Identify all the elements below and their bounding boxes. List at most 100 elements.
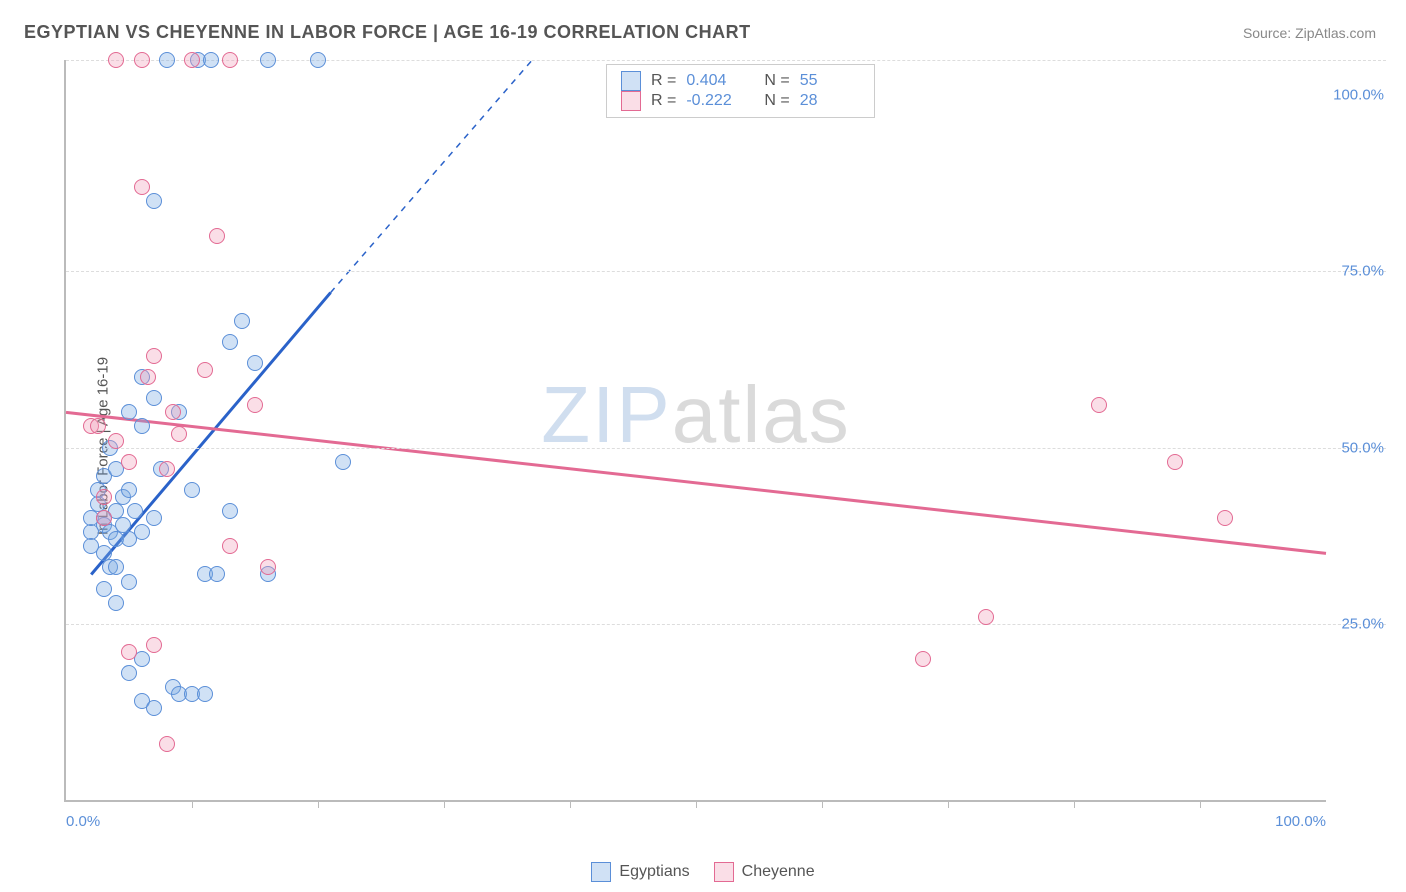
data-point: [146, 390, 162, 406]
data-point: [127, 503, 143, 519]
data-point: [96, 510, 112, 526]
data-point: [121, 404, 137, 420]
legend-label-egyptians: Egyptians: [619, 863, 689, 881]
legend-item-cheyenne: Cheyenne: [714, 862, 815, 882]
r-label: R =: [651, 72, 676, 90]
n-label: N =: [764, 92, 789, 110]
data-point: [159, 736, 175, 752]
gridline: [66, 624, 1386, 625]
data-point: [260, 52, 276, 68]
x-tick: [696, 800, 697, 808]
data-point: [1217, 510, 1233, 526]
data-point: [171, 426, 187, 442]
data-point: [247, 355, 263, 371]
n-label: N =: [764, 72, 789, 90]
data-point: [184, 482, 200, 498]
x-tick: [948, 800, 949, 808]
data-point: [234, 313, 250, 329]
series-legend: Egyptians Cheyenne: [0, 862, 1406, 882]
x-tick-label: 100.0%: [1275, 813, 1326, 830]
gridline: [66, 448, 1386, 449]
data-point: [222, 503, 238, 519]
data-point: [146, 348, 162, 364]
y-tick-label: 50.0%: [1341, 439, 1384, 456]
data-point: [247, 397, 263, 413]
r-value-egyptians: 0.404: [686, 72, 746, 90]
data-point: [260, 559, 276, 575]
data-point: [108, 559, 124, 575]
data-point: [96, 489, 112, 505]
data-point: [1091, 397, 1107, 413]
legend-row-cheyenne: R = -0.222 N = 28: [621, 91, 860, 111]
data-point: [121, 574, 137, 590]
data-point: [121, 454, 137, 470]
legend-swatch-egyptians-b: [591, 862, 611, 882]
chart-header: EGYPTIAN VS CHEYENNE IN LABOR FORCE | AG…: [0, 0, 1406, 53]
data-point: [121, 482, 137, 498]
gridline: [66, 271, 1386, 272]
data-point: [146, 637, 162, 653]
n-value-cheyenne: 28: [800, 92, 860, 110]
data-point: [96, 581, 112, 597]
data-point: [90, 418, 106, 434]
data-point: [184, 52, 200, 68]
y-tick-label: 100.0%: [1333, 87, 1384, 104]
data-point: [108, 595, 124, 611]
x-tick: [570, 800, 571, 808]
data-point: [222, 334, 238, 350]
data-point: [134, 524, 150, 540]
data-point: [310, 52, 326, 68]
data-point: [209, 566, 225, 582]
data-point: [134, 418, 150, 434]
data-point: [915, 651, 931, 667]
data-point: [203, 52, 219, 68]
legend-label-cheyenne: Cheyenne: [742, 863, 815, 881]
y-tick-label: 75.0%: [1341, 263, 1384, 280]
x-tick: [444, 800, 445, 808]
data-point: [108, 52, 124, 68]
legend-swatch-cheyenne: [621, 91, 641, 111]
data-point: [108, 433, 124, 449]
chart-area: In Labor Force | Age 16-19 ZIPatlas R = …: [24, 60, 1386, 832]
n-value-egyptians: 55: [800, 72, 860, 90]
data-point: [121, 644, 137, 660]
data-point: [978, 609, 994, 625]
x-tick-label: 0.0%: [66, 813, 100, 830]
data-point: [140, 369, 156, 385]
y-tick-label: 25.0%: [1341, 615, 1384, 632]
legend-swatch-cheyenne-b: [714, 862, 734, 882]
trend-lines-layer: [66, 60, 1326, 800]
x-tick: [318, 800, 319, 808]
legend-item-egyptians: Egyptians: [591, 862, 689, 882]
plot-region: ZIPatlas R = 0.404 N = 55 R = -0.222 N =…: [64, 60, 1326, 802]
data-point: [165, 404, 181, 420]
data-point: [335, 454, 351, 470]
trend-line: [66, 412, 1326, 553]
x-tick: [822, 800, 823, 808]
data-point: [121, 665, 137, 681]
data-point: [146, 510, 162, 526]
x-tick: [1074, 800, 1075, 808]
r-value-cheyenne: -0.222: [686, 92, 746, 110]
chart-source: Source: ZipAtlas.com: [1243, 25, 1376, 41]
legend-swatch-egyptians: [621, 71, 641, 91]
data-point: [222, 52, 238, 68]
data-point: [134, 52, 150, 68]
chart-title: EGYPTIAN VS CHEYENNE IN LABOR FORCE | AG…: [24, 22, 751, 43]
legend-row-egyptians: R = 0.404 N = 55: [621, 71, 860, 91]
data-point: [1167, 454, 1183, 470]
data-point: [134, 179, 150, 195]
data-point: [146, 700, 162, 716]
data-point: [159, 461, 175, 477]
r-label: R =: [651, 92, 676, 110]
x-tick: [1200, 800, 1201, 808]
data-point: [197, 686, 213, 702]
x-tick: [192, 800, 193, 808]
data-point: [197, 362, 213, 378]
correlation-legend: R = 0.404 N = 55 R = -0.222 N = 28: [606, 64, 875, 118]
data-point: [222, 538, 238, 554]
data-point: [209, 228, 225, 244]
data-point: [159, 52, 175, 68]
data-point: [146, 193, 162, 209]
trend-line-extension: [331, 60, 533, 293]
